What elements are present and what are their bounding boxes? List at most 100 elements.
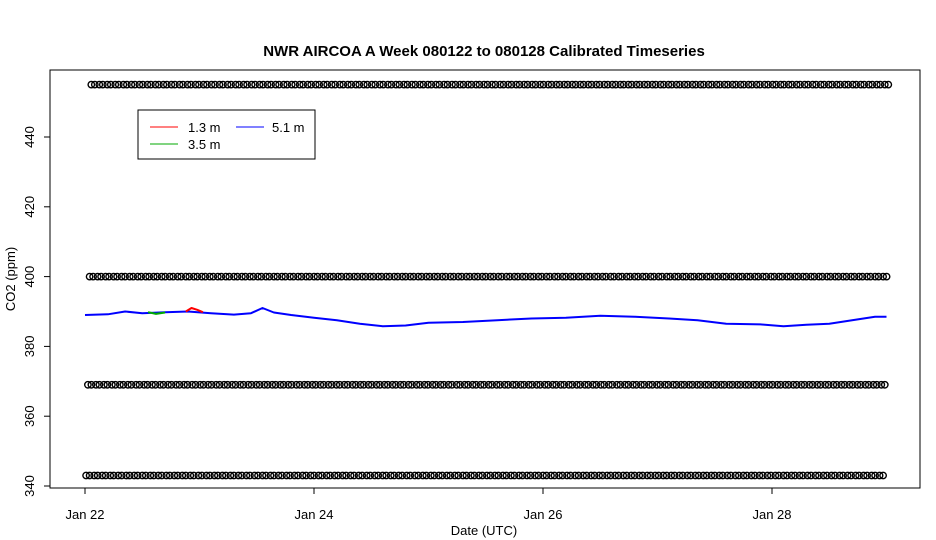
calibration-marker <box>268 380 277 389</box>
calibration-marker <box>741 380 749 389</box>
calibration-marker <box>731 471 740 480</box>
calibration-marker <box>219 80 227 89</box>
calibration-marker <box>723 471 732 480</box>
calibration-marker <box>478 471 487 480</box>
calibration-marker <box>362 471 371 480</box>
calibration-marker <box>474 471 483 480</box>
calibration-marker <box>784 80 793 89</box>
calibration-marker <box>622 272 631 281</box>
calibration-marker <box>117 272 126 281</box>
calibration-marker <box>872 80 881 89</box>
calibration-marker <box>754 272 763 281</box>
calibration-marker <box>458 471 467 480</box>
calibration-marker <box>690 272 699 281</box>
calibration-marker <box>571 80 580 89</box>
calibration-marker <box>438 471 447 480</box>
calibration-marker <box>823 471 831 480</box>
calibration-marker <box>627 471 636 480</box>
calibration-marker <box>622 471 631 480</box>
calibration-marker <box>648 80 657 89</box>
calibration-marker <box>712 80 721 89</box>
calibration-marker <box>85 471 94 480</box>
calibration-marker <box>358 272 366 281</box>
calibration-marker <box>203 80 211 89</box>
calibration-marker <box>584 80 593 89</box>
calibration-marker <box>308 380 317 389</box>
calibration-marker <box>756 80 764 89</box>
calibration-marker <box>594 272 602 281</box>
calibration-marker <box>595 80 604 89</box>
calibration-marker <box>839 471 847 480</box>
calibration-marker <box>125 471 134 480</box>
calibration-marker <box>404 380 413 389</box>
calibration-marker <box>245 272 254 281</box>
calibration-marker <box>540 380 549 389</box>
calibration-marker <box>618 272 626 281</box>
calibration-marker <box>566 471 575 480</box>
calibration-marker <box>367 80 376 89</box>
calibration-marker <box>358 471 367 480</box>
calibration-marker <box>290 471 299 480</box>
calibration-marker <box>516 380 525 389</box>
calibration-marker <box>311 80 320 89</box>
calibration-marker <box>720 80 729 89</box>
calibration-marker <box>860 80 869 89</box>
calibration-marker <box>427 80 436 89</box>
calibration-marker <box>412 380 421 389</box>
legend-label-1-3m: 1.3 m <box>188 120 221 135</box>
calibration-marker <box>210 471 219 480</box>
calibration-marker <box>475 80 484 89</box>
calibration-marker <box>744 380 753 389</box>
calibration-marker <box>674 272 683 281</box>
calibration-marker <box>295 380 304 389</box>
calibration-marker <box>467 80 476 89</box>
calibration-marker <box>672 80 681 89</box>
calibration-marker <box>261 272 270 281</box>
calibration-marker <box>760 380 769 389</box>
calibration-marker <box>286 471 294 480</box>
calibration-marker <box>632 80 641 89</box>
calibration-marker <box>416 380 424 389</box>
calibration-marker <box>677 380 685 389</box>
calibration-marker <box>824 380 833 389</box>
calibration-marker <box>539 471 547 480</box>
calibration-marker <box>215 380 224 389</box>
calibration-marker <box>680 80 689 89</box>
calibration-marker <box>816 380 825 389</box>
calibration-marker <box>824 80 833 89</box>
calibration-marker <box>564 380 573 389</box>
calibration-marker <box>472 380 480 389</box>
calibration-marker <box>378 471 387 480</box>
calibration-marker <box>157 471 166 480</box>
calibration-marker <box>307 80 316 89</box>
calibration-marker <box>858 272 867 281</box>
calibration-marker <box>744 80 753 89</box>
y-tick-label-380: 380 <box>22 336 37 358</box>
calibration-marker <box>668 80 676 89</box>
calibration-marker <box>544 380 553 389</box>
calibration-marker <box>351 80 360 89</box>
x-tick-label-26: Jan 26 <box>523 507 562 522</box>
calibration-marker <box>294 272 302 281</box>
calibration-marker <box>877 380 886 389</box>
calibration-marker <box>241 272 250 281</box>
calibration-marker <box>223 80 232 89</box>
calibration-marker <box>295 80 304 89</box>
calibration-marker <box>415 80 424 89</box>
calibration-marker <box>140 380 148 389</box>
calibration-marker <box>239 380 248 389</box>
calibration-marker <box>747 471 756 480</box>
calibration-marker <box>656 80 665 89</box>
calibration-marker <box>92 380 100 389</box>
calibration-marker <box>95 380 104 389</box>
calibration-marker <box>498 471 507 480</box>
calibration-marker <box>275 80 283 89</box>
calibration-marker <box>260 380 269 389</box>
calibration-marker <box>489 272 498 281</box>
calibration-marker <box>505 272 514 281</box>
calibration-marker <box>297 272 306 281</box>
calibration-marker <box>258 471 267 480</box>
calibration-marker <box>520 380 529 389</box>
calibration-marker <box>480 80 488 89</box>
calibration-marker <box>170 80 179 89</box>
